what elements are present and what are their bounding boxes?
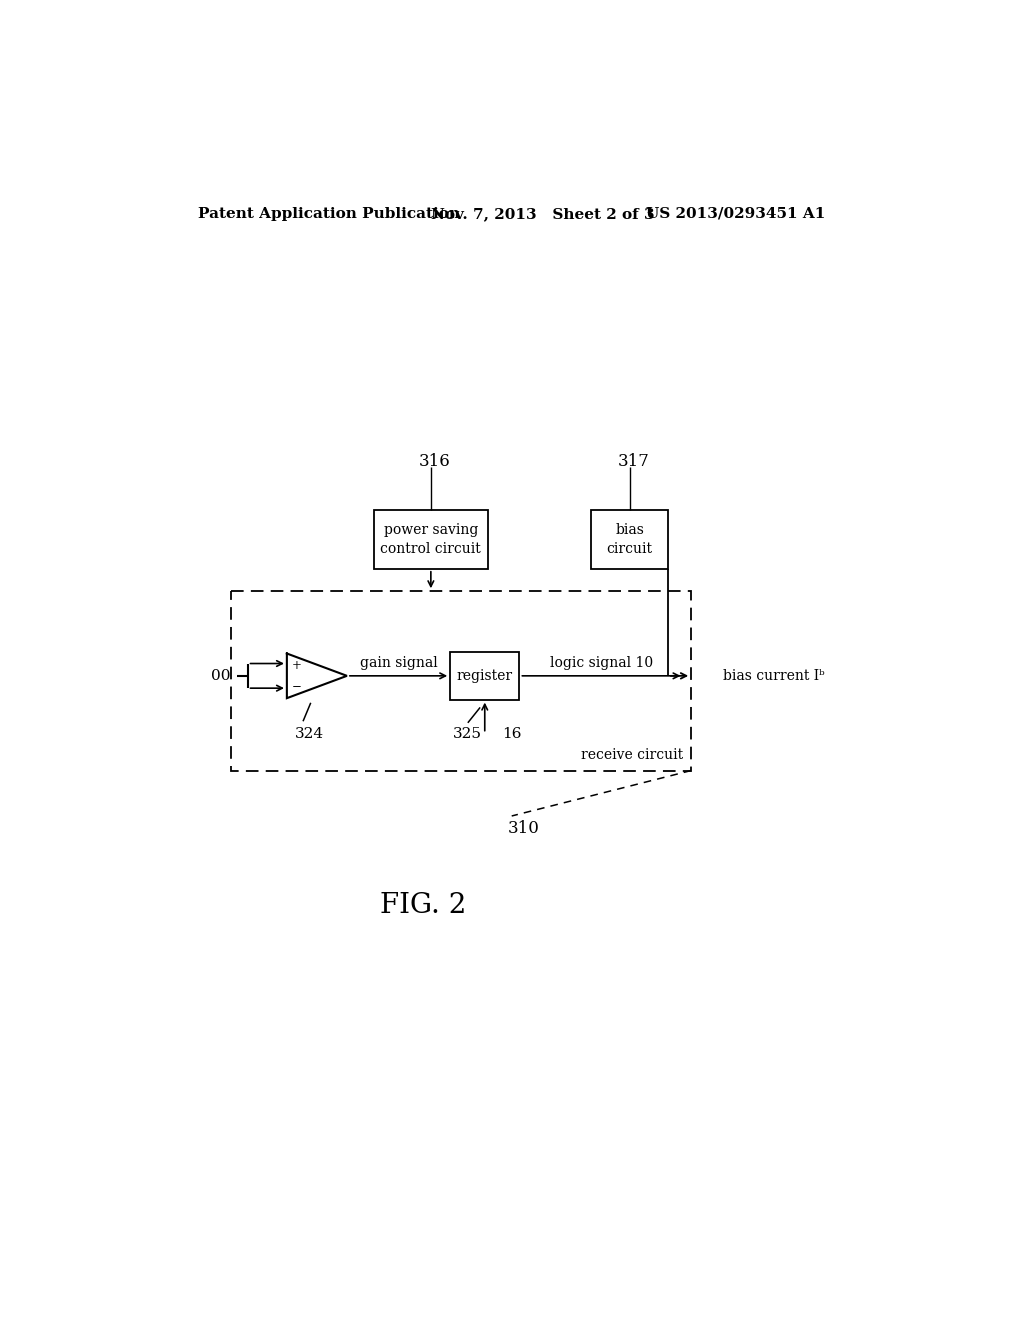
Text: 324: 324 (295, 726, 324, 741)
Text: Patent Application Publication: Patent Application Publication (199, 207, 461, 220)
Text: +: + (292, 659, 302, 672)
Text: bias current Iᵇ: bias current Iᵇ (724, 669, 825, 682)
Text: FIG. 2: FIG. 2 (380, 892, 466, 919)
Text: bias
circuit: bias circuit (606, 523, 652, 556)
Text: gain signal: gain signal (359, 656, 437, 669)
Text: logic signal 10: logic signal 10 (550, 656, 653, 669)
Text: 316: 316 (419, 453, 451, 470)
Text: register: register (457, 669, 513, 682)
Text: US 2013/0293451 A1: US 2013/0293451 A1 (646, 207, 825, 220)
Text: 16: 16 (502, 726, 521, 741)
Text: 325: 325 (454, 726, 482, 741)
Text: power saving
control circuit: power saving control circuit (381, 523, 481, 556)
Text: Nov. 7, 2013   Sheet 2 of 3: Nov. 7, 2013 Sheet 2 of 3 (431, 207, 654, 220)
Bar (374, 511, 487, 569)
Text: 317: 317 (617, 453, 649, 470)
Text: 00: 00 (211, 669, 230, 682)
Text: 310: 310 (507, 820, 540, 837)
Text: receive circuit: receive circuit (582, 748, 683, 762)
Bar (591, 511, 668, 569)
Bar (451, 652, 519, 700)
Bar (230, 591, 691, 771)
Text: −: − (292, 680, 302, 693)
